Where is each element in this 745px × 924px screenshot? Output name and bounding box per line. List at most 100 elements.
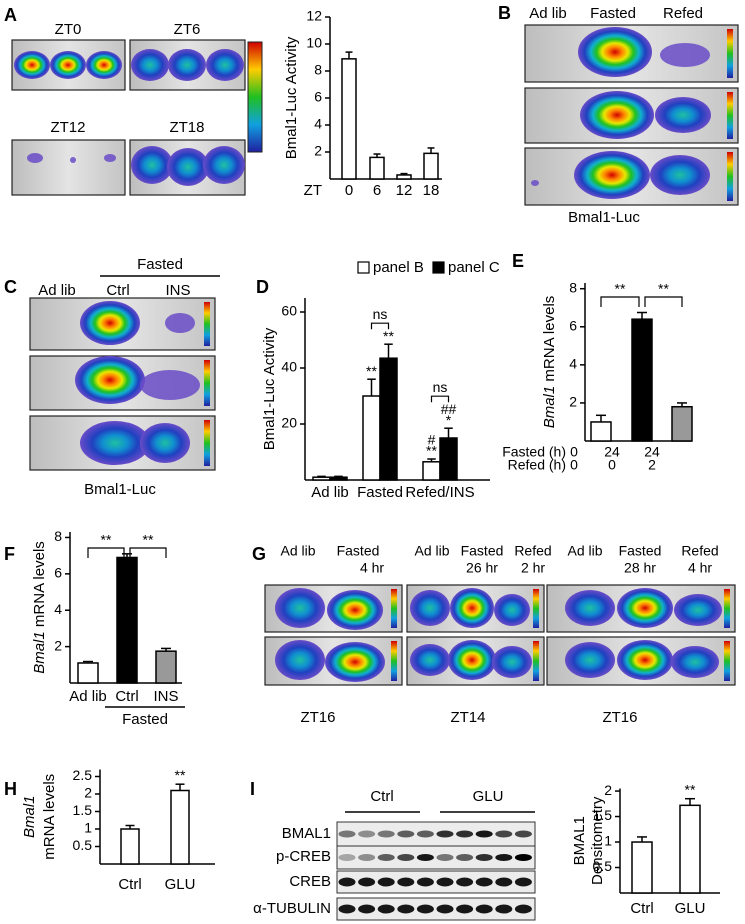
band bbox=[338, 830, 356, 838]
bracket bbox=[87, 547, 125, 558]
y-tick-label: 1.5 bbox=[73, 802, 93, 818]
x-tick-label: 6 bbox=[373, 182, 381, 199]
bar bbox=[362, 395, 381, 481]
band bbox=[456, 854, 474, 861]
x-tick-label: 24 bbox=[604, 444, 620, 460]
gene-name: Bmal1 bbox=[31, 631, 48, 674]
color-scale bbox=[204, 302, 210, 346]
bar bbox=[590, 421, 612, 442]
y-tick-label: 4 bbox=[314, 116, 322, 132]
signal bbox=[617, 640, 673, 680]
column-label: Ad lib bbox=[280, 543, 315, 559]
y-tick-label: 2.5 bbox=[73, 767, 93, 783]
signal bbox=[327, 590, 383, 630]
band bbox=[475, 854, 493, 861]
band bbox=[358, 904, 376, 914]
color-scale bbox=[204, 420, 210, 466]
signal bbox=[70, 157, 76, 163]
signal bbox=[494, 594, 530, 626]
color-scale bbox=[533, 641, 539, 681]
y-tick-label: 1 bbox=[84, 820, 92, 836]
signal bbox=[450, 588, 494, 628]
signal bbox=[131, 49, 169, 81]
signal bbox=[580, 91, 654, 139]
color-scale bbox=[727, 92, 733, 139]
color-scale bbox=[247, 41, 263, 153]
y-axis-label: Bmal1-Luc Activity bbox=[261, 327, 278, 450]
signal bbox=[275, 640, 325, 680]
legend-swatch bbox=[432, 261, 445, 274]
y-tick-label: 60 bbox=[281, 303, 297, 319]
column-label: 4 hr bbox=[688, 560, 712, 576]
y-tick-label: 2 bbox=[604, 782, 612, 798]
y-tick-label: 4 bbox=[54, 601, 62, 617]
column-label: Ad lib bbox=[567, 543, 602, 559]
panel-label: A bbox=[4, 5, 17, 25]
column-label: Fasted bbox=[619, 543, 662, 559]
band bbox=[514, 877, 532, 887]
signal bbox=[325, 642, 385, 682]
x-tick-label: Refed/INS bbox=[405, 484, 474, 501]
signal bbox=[75, 356, 145, 404]
y-tick-label: 2 bbox=[54, 637, 62, 653]
x-tick-label: GLU bbox=[675, 900, 706, 917]
band bbox=[338, 877, 356, 887]
color-scale bbox=[391, 589, 397, 628]
x-tick-label: 0 bbox=[608, 457, 616, 473]
blot-strip bbox=[336, 870, 536, 894]
x-tick-label: Fasted bbox=[357, 484, 403, 501]
bar bbox=[369, 156, 385, 180]
column-label: Refed bbox=[663, 5, 703, 22]
signal bbox=[448, 640, 496, 680]
signal bbox=[140, 370, 200, 400]
band bbox=[495, 854, 513, 861]
signal bbox=[14, 51, 50, 79]
column-label: Refed bbox=[681, 543, 718, 559]
significance-label: # bbox=[428, 432, 436, 448]
blot-row-label: BMAL1 bbox=[282, 825, 331, 842]
band bbox=[436, 904, 454, 914]
bracket-label: ** bbox=[101, 532, 112, 548]
image-caption: Bmal1-Luc bbox=[568, 209, 640, 226]
image-label: ZT12 bbox=[50, 119, 85, 136]
band bbox=[514, 904, 532, 914]
bracket-label: ** bbox=[615, 281, 626, 297]
y-axis-label: Bmal1 mRNA levels bbox=[31, 541, 48, 674]
blot-row-label: α-TUBULIN bbox=[253, 900, 331, 917]
band bbox=[475, 877, 493, 887]
panel-label: I bbox=[250, 779, 255, 799]
column-label: Ad lib bbox=[414, 543, 449, 559]
y-tick-label: 10 bbox=[306, 35, 322, 51]
y-tick-label: 0.5 bbox=[593, 858, 613, 874]
bracket-label: ** bbox=[658, 281, 669, 297]
bar bbox=[423, 152, 439, 180]
bar bbox=[120, 828, 140, 865]
group-label: GLU bbox=[473, 788, 504, 805]
bracket bbox=[600, 296, 640, 307]
color-scale bbox=[724, 641, 730, 681]
x-axis-label: ZT bbox=[304, 182, 322, 199]
signal bbox=[203, 146, 245, 184]
band bbox=[377, 830, 395, 838]
band bbox=[456, 904, 474, 914]
band bbox=[358, 830, 376, 838]
band bbox=[377, 854, 395, 861]
signal bbox=[27, 153, 43, 163]
legend-label: panel B bbox=[373, 259, 424, 276]
significance-label: * bbox=[446, 412, 452, 428]
bar bbox=[312, 476, 331, 481]
image-label: ZT18 bbox=[169, 119, 204, 136]
band bbox=[397, 854, 415, 861]
signal bbox=[578, 27, 652, 77]
legend-swatch bbox=[357, 261, 370, 274]
band bbox=[377, 877, 395, 887]
color-scale bbox=[727, 29, 733, 78]
bracket bbox=[129, 547, 167, 558]
signal bbox=[655, 97, 711, 133]
y-tick-label: 8 bbox=[314, 62, 322, 78]
bar bbox=[116, 556, 138, 684]
signal bbox=[86, 51, 122, 79]
y-tick-label: 40 bbox=[281, 359, 297, 375]
y-tick-label: 20 bbox=[281, 415, 297, 431]
signal bbox=[674, 594, 722, 626]
